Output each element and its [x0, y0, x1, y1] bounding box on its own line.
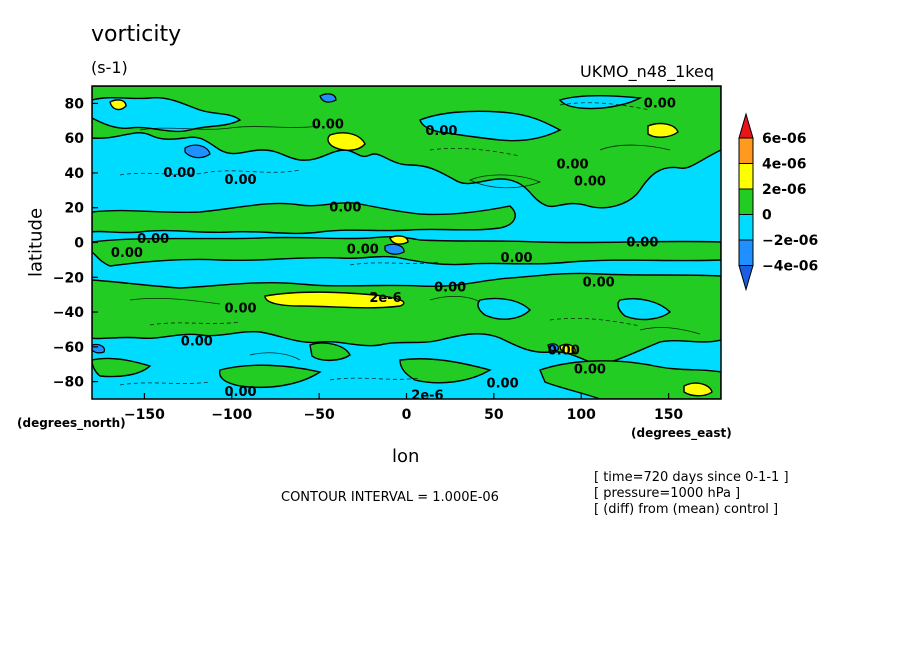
colorbar-swatch [738, 188, 754, 215]
colorbar-swatch [738, 239, 754, 266]
colorbar-tick-label: 4e-06 [762, 157, 807, 173]
colorbar-bottom-arrow [738, 265, 754, 292]
contour-field [92, 86, 721, 399]
contour-label: 0.00 [163, 166, 195, 181]
contour-label: 0.00 [548, 343, 580, 358]
contour-label-layer: 0.000.00 0.000.00 0.000.000.000.000.000.00… [111, 96, 676, 403]
colorbar-swatch [738, 214, 754, 241]
y-unit-label: (degrees_north) [17, 416, 126, 430]
diff-info: [ (diff) from (mean) control ] [594, 502, 779, 517]
contour-label: 0.00 [181, 335, 213, 350]
contour-label: 0.00 [583, 275, 615, 290]
contour-label: 2e-6 [411, 389, 443, 404]
chart-units: (s-1) [91, 58, 128, 77]
contour-label: 0.00 [312, 117, 344, 132]
colorbar-tick-label: −4e-06 [762, 259, 818, 275]
chart-title: vorticity [91, 22, 182, 47]
model-label: UKMO_n48_1keq [580, 62, 714, 81]
contour-label: 0.00 [329, 201, 361, 216]
contour-label: 0.00 [137, 232, 169, 247]
x-tick-label: −100 [211, 407, 252, 423]
x-tick-label: 0 [402, 407, 412, 423]
y-tick-label: 60 [65, 131, 85, 147]
contour-label: 0.00 [501, 251, 533, 266]
y-tick-label: −40 [53, 305, 84, 321]
colorbar-top-arrow [738, 112, 754, 139]
contour-label: 0.00 [626, 236, 658, 251]
x-unit-label: (degrees_east) [631, 426, 732, 440]
colorbar-tick-label: −2e-06 [762, 233, 818, 249]
colorbar-tick-label: 0 [762, 208, 772, 224]
contour-label: 2e-6 [369, 291, 401, 306]
x-tick-label: 100 [567, 407, 596, 423]
contour-label: 0.00 [111, 246, 143, 261]
x-tick-label: 50 [484, 407, 504, 423]
y-tick-label: −20 [53, 270, 84, 286]
contour-label: 0.00 [574, 362, 606, 377]
time-info: [ time=720 days since 0-1-1 ] [594, 470, 789, 485]
x-axis-label: lon [392, 446, 420, 467]
y-axis: 80 60 40 20 0 −20 −40 −60 −80 [53, 96, 98, 391]
y-tick-label: 20 [65, 201, 85, 217]
x-tick-label: −150 [124, 407, 165, 423]
contour-label: 0.00 [574, 175, 606, 190]
contour-label: 0.00 [224, 302, 256, 317]
contour-label: 0.00 [487, 376, 519, 391]
y-tick-label: −60 [53, 340, 84, 356]
colorbar-tick-label: 6e-06 [762, 131, 807, 147]
contour-label: 0.00 [224, 173, 256, 188]
colorbar-tick-label: 2e-06 [762, 182, 807, 198]
contour-label: 0.00 [556, 157, 588, 172]
colorbar: 6e-06 4e-06 2e-06 0 −2e-06 −4e-06 [738, 112, 818, 292]
x-tick-label: 150 [654, 407, 683, 423]
contour-label: 0.00 [644, 96, 676, 111]
contour-label: 0.00 [434, 281, 466, 296]
contour-label: 0.00 [425, 124, 457, 139]
y-tick-label: 0 [74, 236, 84, 252]
pressure-info: [ pressure=1000 hPa ] [594, 486, 741, 501]
colorbar-swatch [738, 137, 754, 164]
y-tick-label: 40 [65, 166, 85, 182]
y-tick-label: 80 [65, 96, 85, 112]
colorbar-swatch [738, 163, 754, 190]
x-tick-label: −50 [304, 407, 335, 423]
contour-label: 0.00 [347, 242, 379, 257]
contour-label: 0.00 [224, 385, 256, 400]
x-axis: −150 −100 −50 0 50 100 150 [124, 393, 683, 423]
y-tick-label: −80 [53, 375, 84, 391]
contour-interval: CONTOUR INTERVAL = 1.000E-06 [281, 490, 499, 505]
y-axis-label: latitude [25, 207, 47, 278]
